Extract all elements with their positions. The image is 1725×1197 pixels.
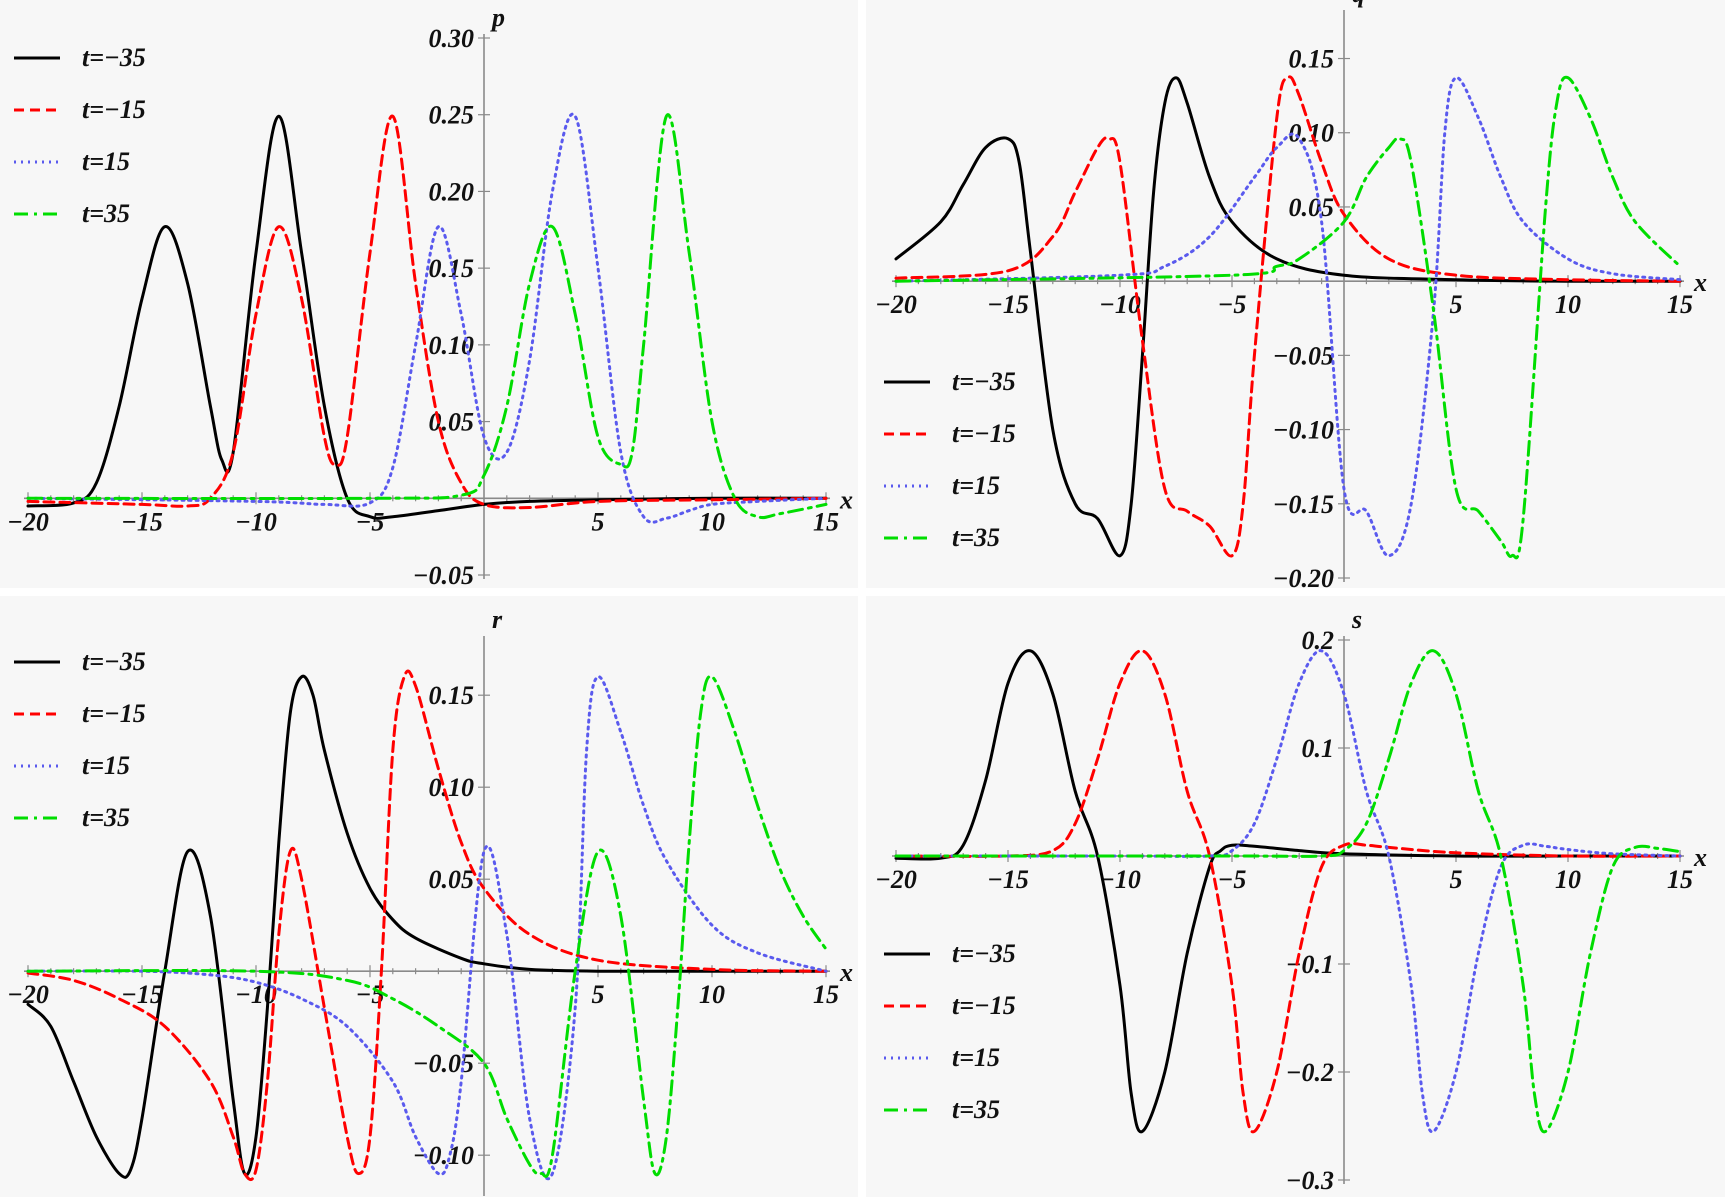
series-line-dashed	[894, 649, 1682, 1134]
chart-panel-s: −20 −15 −10 −5 5 10 15 −0.3 −0.2 −0.1 0.1 0.2 x s t=−3…	[866, 596, 1725, 1197]
legend-label: t=15	[952, 471, 1000, 500]
y-tick-label: −0.3	[1286, 1166, 1334, 1195]
x-tick-label: 5	[1450, 865, 1463, 894]
y-tick-label: 0.10	[429, 773, 475, 802]
chart-panel-p: −20 −15 −10 −5 5 10 15−0.050.050.100.150.200.2…	[0, 0, 858, 590]
y-tick-label: −0.10	[413, 1141, 474, 1170]
panel-background	[0, 596, 858, 1197]
x-tick-label: −10	[1099, 290, 1141, 319]
y-tick-label: −0.05	[1273, 341, 1334, 370]
y-tick-label: −0.2	[1286, 1058, 1334, 1087]
y-axis-label: q	[1352, 0, 1365, 8]
x-tick-label: 10	[1555, 290, 1581, 319]
y-tick-label: −0.05	[413, 561, 474, 590]
x-tick-label: −15	[987, 865, 1029, 894]
x-axis-label: x	[839, 485, 853, 514]
x-tick-label: 15	[813, 507, 839, 536]
legend-label: t=15	[952, 1043, 1000, 1072]
x-tick-label: −10	[235, 507, 277, 536]
x-tick-label: −15	[987, 290, 1029, 319]
legend-label: t=15	[82, 147, 130, 176]
y-tick-label: 0.20	[429, 177, 475, 206]
chart-panel-r: −20 −15 −10 −5 5 10 15−0.10−0.050.050.100.15xr…	[0, 596, 858, 1197]
y-tick-label: −0.20	[1273, 564, 1334, 593]
series-line-solid	[894, 76, 1682, 558]
y-axis-label: r	[492, 605, 503, 634]
y-axis-label: s	[1351, 605, 1362, 634]
legend-label: t=15	[82, 751, 130, 780]
series-line-dotted	[26, 675, 828, 1181]
x-tick-label: −5	[1218, 290, 1247, 319]
series-line-dashdot	[26, 674, 828, 1178]
legend-label: t=−35	[82, 647, 146, 676]
series-line-dotted	[894, 649, 1682, 1134]
x-tick-label: −20	[7, 507, 49, 536]
x-tick-label: −20	[875, 865, 917, 894]
legend-label: t=−15	[952, 991, 1016, 1020]
x-tick-label: 5	[592, 980, 605, 1009]
legend-label: t=−35	[82, 43, 146, 72]
legend-label: t=35	[952, 1095, 1000, 1124]
x-tick-label: 15	[1667, 865, 1693, 894]
x-tick-label: −15	[121, 980, 163, 1009]
x-tick-label: 5	[1450, 290, 1463, 319]
y-tick-label: 0.15	[1289, 45, 1335, 74]
y-axis-label: p	[490, 3, 505, 32]
series-line-dashdot	[26, 113, 828, 520]
x-tick-label: −15	[121, 507, 163, 536]
legend-label: t=−15	[82, 95, 146, 124]
legend-label: t=−15	[82, 699, 146, 728]
series-line-dotted	[26, 112, 828, 524]
legend-label: t=−35	[952, 939, 1016, 968]
series-line-dashed	[894, 75, 1682, 558]
series-line-solid	[26, 674, 828, 1179]
series-line-solid	[26, 114, 828, 520]
y-tick-label: 0.10	[1289, 119, 1335, 148]
x-tick-label: 10	[699, 980, 725, 1009]
x-tick-label: 15	[813, 980, 839, 1009]
series-line-dashed	[26, 114, 828, 510]
y-tick-label: 0.2	[1302, 626, 1335, 655]
x-tick-label: −20	[875, 290, 917, 319]
x-tick-label: 10	[1555, 865, 1581, 894]
x-tick-label: −10	[1099, 865, 1141, 894]
chart-panel-q: −20 −15 −10 −5 5 10 15 −0.20 −0.15 −0.10 −0.05 0.05…	[866, 0, 1725, 593]
y-tick-label: 0.1	[1302, 734, 1335, 763]
legend-label: t=35	[952, 523, 1000, 552]
x-tick-label: −5	[356, 507, 385, 536]
y-tick-label: 0.05	[429, 865, 475, 894]
series-line-dashdot	[894, 75, 1682, 560]
y-tick-label: −0.15	[1273, 490, 1334, 519]
y-tick-label: 0.15	[429, 254, 475, 283]
x-tick-label: 10	[699, 507, 725, 536]
y-tick-label: 0.05	[1289, 193, 1335, 222]
y-tick-label: 0.05	[429, 408, 475, 437]
series-line-dashdot	[894, 649, 1682, 1134]
legend-label: t=35	[82, 803, 130, 832]
x-tick-label: 5	[592, 507, 605, 536]
x-tick-label: 15	[1667, 290, 1693, 319]
x-axis-label: x	[1693, 268, 1707, 297]
legend-label: t=−15	[952, 419, 1016, 448]
y-tick-label: −0.10	[1273, 416, 1334, 445]
y-tick-label: −0.1	[1286, 950, 1334, 979]
legend-label: t=−35	[952, 367, 1016, 396]
y-tick-label: −0.05	[413, 1049, 474, 1078]
y-tick-label: 0.25	[429, 101, 475, 130]
x-tick-label: −5	[1218, 865, 1247, 894]
x-axis-label: x	[1693, 843, 1707, 872]
series-line-dotted	[894, 76, 1682, 558]
x-axis-label: x	[839, 958, 853, 987]
x-tick-label: −10	[235, 980, 277, 1009]
y-tick-label: 0.15	[429, 681, 475, 710]
y-tick-label: 0.30	[429, 24, 475, 53]
legend-label: t=35	[82, 199, 130, 228]
